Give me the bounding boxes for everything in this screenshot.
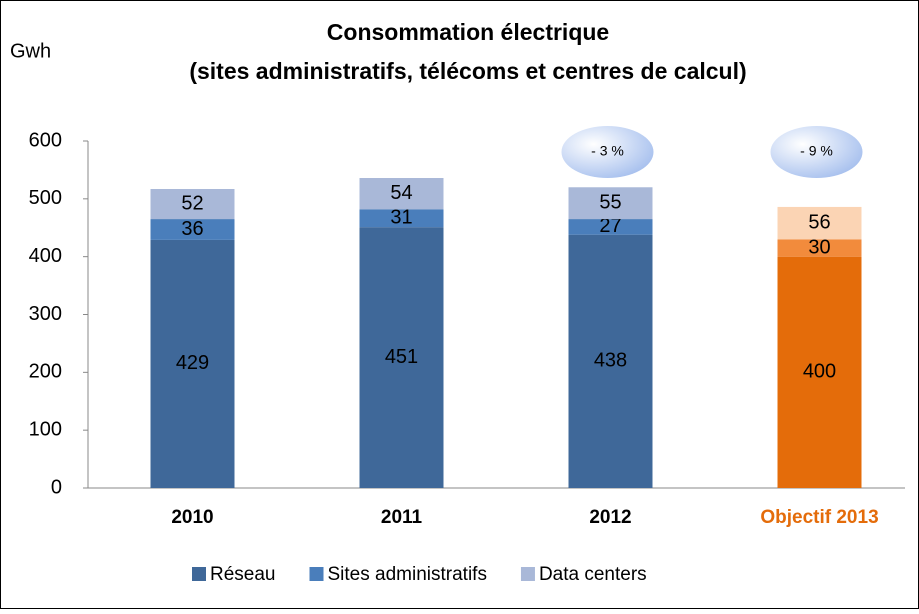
y-tick-label: 300 [29, 303, 62, 325]
data-label: 54 [390, 182, 412, 204]
y-tick-label: 600 [29, 129, 62, 151]
annotation-bubble [770, 126, 863, 178]
bar-segment [150, 219, 235, 240]
y-axis-label: Gwh [10, 40, 51, 62]
bar-segment [568, 187, 653, 220]
bar-segment [777, 239, 862, 257]
annotation: - 9 % [800, 143, 833, 159]
legend-label: Réseau [210, 564, 276, 585]
data-label: 36 [181, 218, 203, 240]
x-tick-label: 2011 [381, 507, 423, 528]
chart-title: Consommation électrique [327, 19, 609, 45]
data-label: 438 [594, 350, 627, 372]
legend-label: Data centers [539, 564, 647, 585]
data-label: 451 [385, 346, 418, 368]
bar-segment [150, 239, 235, 488]
data-label: 56 [808, 211, 830, 233]
annotation-bubble [561, 126, 654, 178]
bar-segment [359, 227, 444, 488]
data-label: 31 [390, 206, 412, 228]
legend-swatch [192, 567, 206, 581]
legend-swatch [309, 567, 324, 581]
y-tick-label: 400 [29, 245, 62, 267]
bar-segment [777, 206, 862, 240]
x-tick-label: Objectif 2013 [760, 507, 878, 528]
y-tick-label: 500 [29, 187, 62, 209]
bar-segment [359, 209, 444, 228]
data-label: 52 [181, 192, 203, 214]
legend-swatch [520, 567, 535, 581]
x-tick-label: 2012 [589, 507, 631, 528]
bar-segment [359, 178, 444, 210]
x-tick-label: 2010 [171, 507, 213, 528]
data-label: 429 [176, 352, 209, 374]
y-tick-label: 100 [29, 418, 62, 440]
data-label: 27 [599, 215, 621, 237]
chart-title: (sites administratifs, télécoms et centr… [189, 58, 746, 84]
y-tick-label: 200 [29, 361, 62, 383]
bar-segment [568, 234, 653, 488]
annotation: - 3 % [591, 143, 624, 159]
bar-segment [568, 219, 653, 235]
data-label: 55 [599, 191, 621, 213]
y-tick-label: 0 [51, 476, 62, 498]
data-label: 400 [803, 361, 836, 383]
bar-segment [777, 256, 862, 488]
legend-label: Sites administratifs [328, 564, 487, 585]
data-label: 30 [808, 236, 830, 258]
bar-segment [150, 189, 235, 220]
